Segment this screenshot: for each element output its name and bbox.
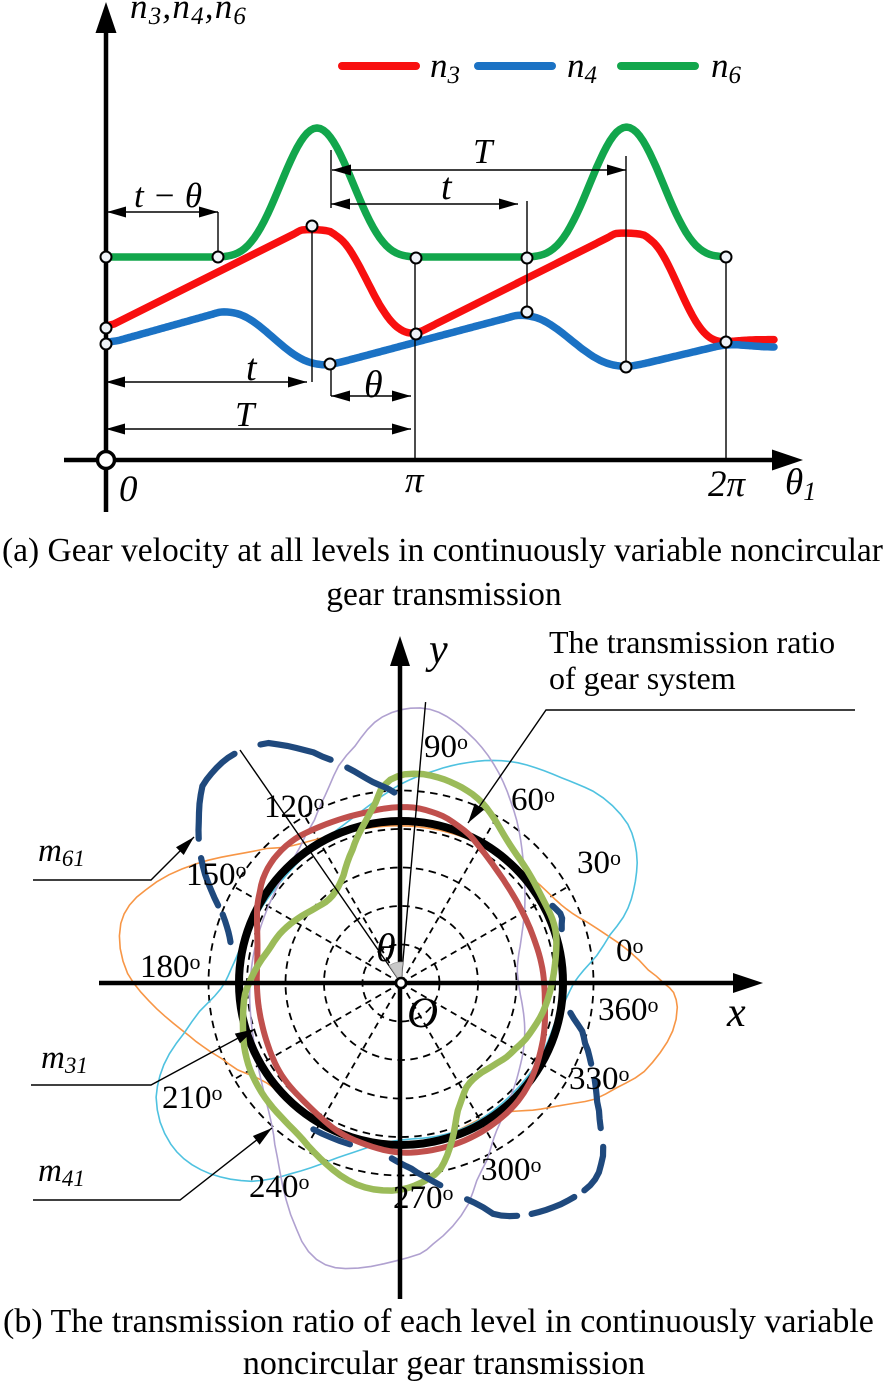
- svg-text:noncircular gear transmission: noncircular gear transmission: [243, 1345, 645, 1382]
- svg-text:270o: 270o: [393, 1180, 454, 1216]
- svg-text:t − θ: t − θ: [134, 176, 202, 215]
- svg-text:T: T: [235, 395, 257, 434]
- svg-text:θ: θ: [364, 364, 383, 406]
- svg-text:(b) The transmission ratio of: (b) The transmission ratio of each level…: [3, 1303, 874, 1340]
- svg-text:t: t: [441, 166, 453, 208]
- svg-text:θ: θ: [376, 925, 396, 970]
- svg-text:t: t: [246, 347, 258, 389]
- svg-text:T: T: [473, 132, 495, 171]
- svg-text:y: y: [425, 627, 448, 673]
- svg-text:The transmission ratio: The transmission ratio: [549, 624, 835, 660]
- svg-text:x: x: [726, 990, 746, 1036]
- svg-text:of gear system: of gear system: [549, 660, 736, 696]
- svg-text:0: 0: [119, 469, 138, 510]
- svg-text:n3,n4,n6: n3,n4,n6: [130, 0, 247, 30]
- svg-text:2π: 2π: [708, 464, 747, 505]
- svg-text:(a) Gear velocity at all level: (a) Gear velocity at all levels in conti…: [2, 532, 883, 569]
- svg-text:O: O: [407, 990, 438, 1037]
- svg-text:120o: 120o: [264, 789, 325, 825]
- svg-text:gear transmission: gear transmission: [326, 576, 562, 613]
- svg-text:π: π: [405, 460, 425, 501]
